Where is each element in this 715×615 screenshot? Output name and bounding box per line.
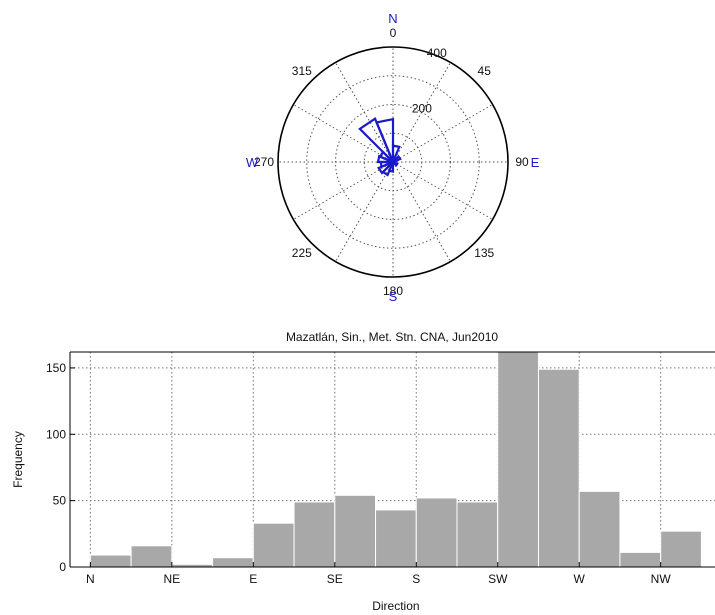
x-tick-label-SW: SW [488, 572, 508, 586]
rose-angle-label-225: 225 [292, 246, 312, 260]
rose-radial-label-400: 400 [427, 46, 447, 60]
y-tick-label-50: 50 [53, 494, 67, 508]
histogram-bar-SW [537, 368, 580, 568]
y-tick-label-100: 100 [46, 427, 66, 441]
rose-angle-label-90: 90 [515, 155, 529, 169]
histogram-title: Mazatlán, Sin., Met. Stn. CNA, Jun2010 [286, 330, 498, 344]
x-tick-label-SE: SE [327, 572, 343, 586]
x-tick-label-NW: NW [651, 572, 672, 586]
rose-ring-3 [306, 75, 480, 249]
y-tick-label-0: 0 [59, 560, 66, 574]
rose-spoke-240 [293, 161, 394, 220]
histogram-bar-NW [660, 530, 702, 568]
compass-label-east: E [531, 155, 540, 170]
histogram-bar-N [130, 545, 173, 568]
histogram-bar-SE [375, 509, 417, 568]
histogram-bar-NE [212, 557, 254, 568]
direction-histogram: Mazatlán, Sin., Met. Stn. CNA, Jun2010 0 5… [11, 330, 715, 613]
histogram-bar-E [293, 501, 336, 568]
histogram-bar-W [619, 551, 662, 568]
histogram-bar-W [578, 490, 621, 568]
rose-outer-circle [277, 46, 509, 278]
rose-sector-12 [391, 144, 401, 163]
histogram-bar-SE [334, 494, 377, 568]
rose-angle-label-270: 270 [254, 155, 274, 169]
x-tick-label-N: N [86, 572, 95, 586]
x-tick-label-W: W [574, 572, 586, 586]
rose-spoke-300 [293, 104, 394, 163]
x-tick-label-S: S [412, 572, 420, 586]
histogram-bar-N [89, 554, 132, 568]
rose-angle-label-0: 0 [390, 26, 397, 40]
compass-label-north: N [388, 11, 397, 26]
x-axis-label: Direction [372, 599, 419, 613]
wind-rose-plot: 0 45 90 135 180 225 270 315 200 400 N S E W [246, 11, 540, 304]
compass-label-south: S [389, 289, 398, 304]
rose-angle-label-45: 45 [478, 64, 492, 78]
rose-ring-1 [363, 132, 423, 192]
rose-sector-11 [375, 117, 395, 163]
rose-angle-label-135: 135 [474, 246, 494, 260]
x-tick-label-NE: NE [164, 572, 181, 586]
histogram-bar-S [456, 501, 499, 568]
rose-radial-label-200: 200 [412, 101, 432, 115]
rose-sector-14 [392, 154, 402, 164]
histogram-bar-SW [497, 351, 539, 568]
compass-label-west: W [246, 155, 259, 170]
histogram-bar-S [415, 497, 458, 568]
rose-angle-label-315: 315 [292, 64, 312, 78]
x-tick-label-E: E [249, 572, 257, 586]
histogram-bar-E [252, 522, 295, 568]
rose-ring-2 [335, 104, 451, 220]
rose-spoke-60 [392, 104, 493, 163]
rose-angle-label-180: 180 [383, 284, 403, 298]
rose-spoke-120 [392, 161, 493, 220]
y-axis-label: Frequency [11, 431, 25, 488]
y-tick-label-150: 150 [46, 361, 66, 375]
